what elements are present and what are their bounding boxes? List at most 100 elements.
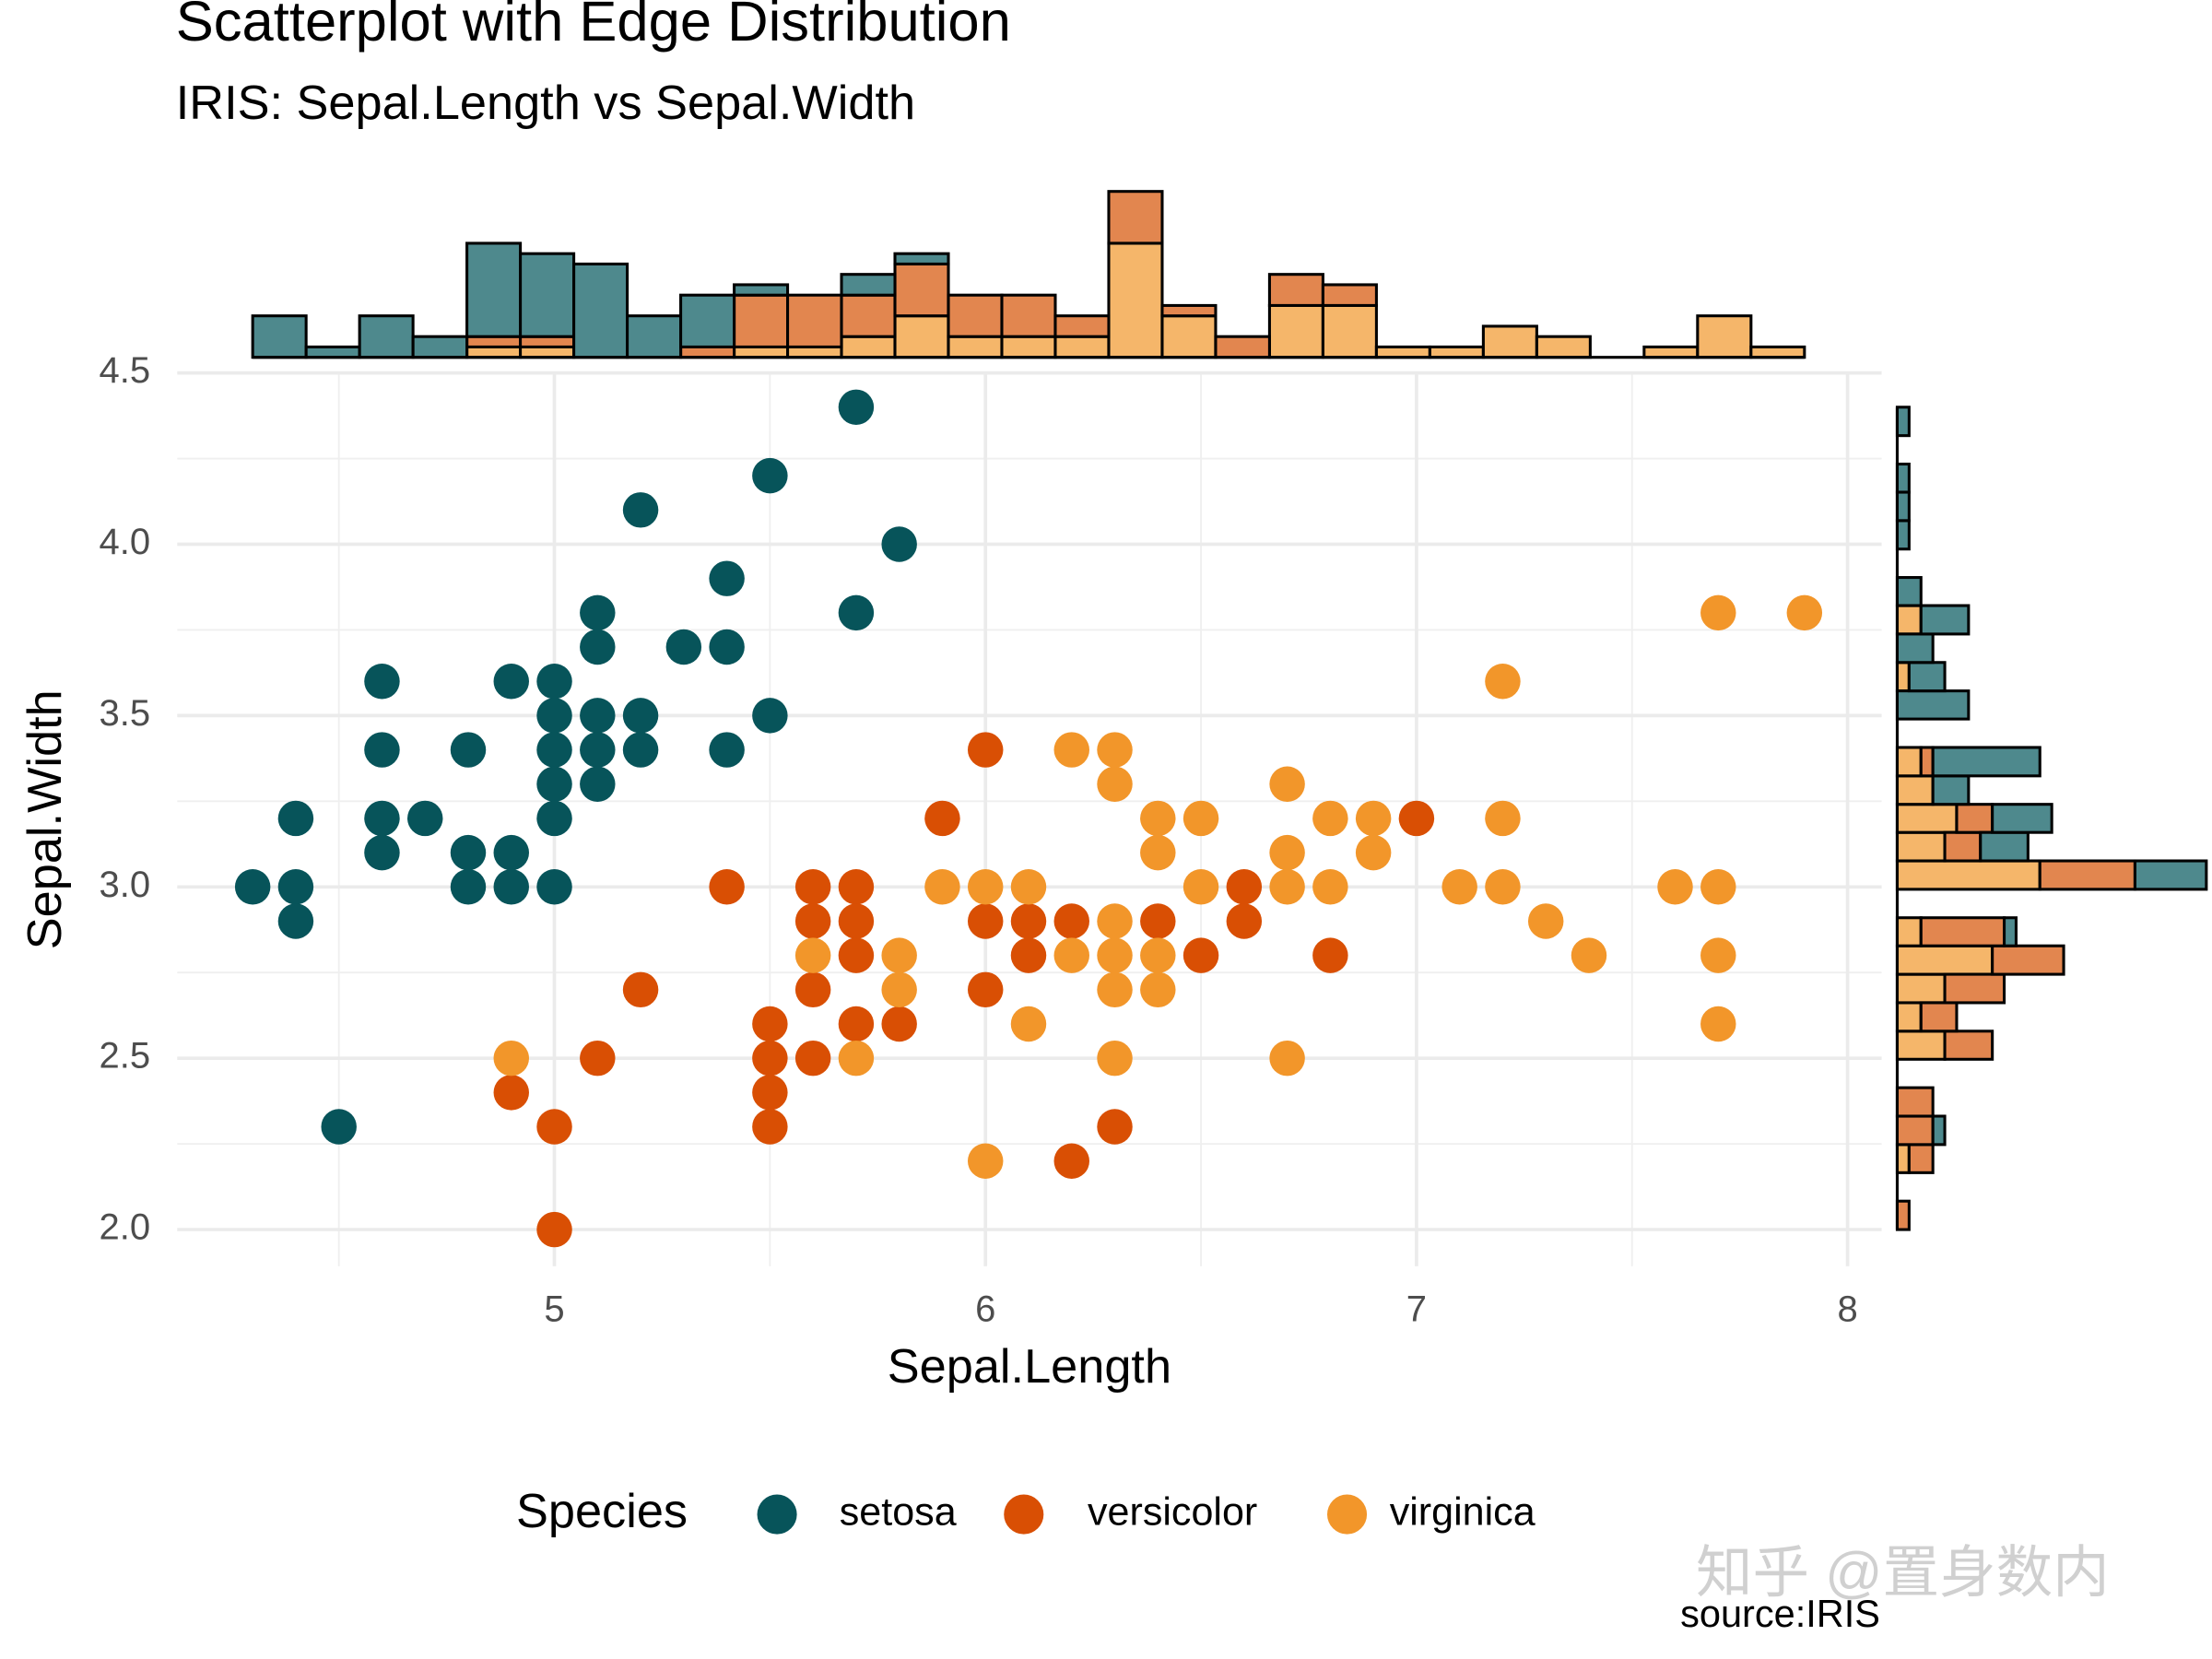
point	[838, 869, 875, 905]
point	[1140, 937, 1176, 973]
point	[967, 971, 1004, 1008]
histogram-bar	[1895, 944, 1994, 976]
point	[1312, 869, 1348, 905]
histogram-bar	[1895, 661, 1911, 693]
histogram-bar	[1267, 273, 1324, 307]
point	[709, 732, 745, 768]
histogram-bar	[626, 314, 683, 359]
histogram-bar	[893, 252, 950, 265]
legend-title: Species	[516, 1485, 688, 1538]
point	[838, 903, 875, 939]
histogram-bar	[1919, 604, 1971, 636]
histogram-bar	[1895, 1143, 1911, 1174]
histogram	[251, 190, 1806, 359]
point	[536, 698, 572, 734]
histogram-bar	[1895, 576, 1923, 607]
histogram-bar	[1160, 303, 1218, 318]
point	[665, 629, 702, 665]
point	[406, 800, 443, 837]
point	[881, 937, 917, 973]
point	[493, 663, 529, 700]
histogram-bar	[1428, 345, 1485, 359]
point	[1097, 766, 1133, 802]
histogram-bar	[411, 335, 469, 359]
point	[321, 1109, 357, 1145]
point	[536, 1109, 572, 1145]
histogram-bar	[1931, 774, 1971, 806]
point	[1053, 903, 1089, 939]
histogram-bar	[1107, 241, 1164, 359]
point	[580, 629, 616, 665]
point	[536, 1211, 572, 1248]
caption: source:IRIS	[1680, 1592, 1880, 1635]
histogram-bar	[733, 293, 790, 348]
point	[881, 526, 917, 562]
histogram-bar	[893, 262, 950, 318]
histogram-bar	[1321, 303, 1378, 359]
point	[1140, 834, 1176, 871]
point	[1657, 869, 1693, 905]
y-tick-label: 2.0	[99, 1207, 150, 1248]
point	[364, 834, 400, 871]
histogram-bar	[519, 252, 576, 338]
point	[1398, 800, 1435, 837]
histogram-bar	[1895, 1114, 1935, 1147]
histogram-bar	[1895, 689, 1971, 721]
histogram-bar	[1053, 314, 1111, 338]
point	[924, 800, 960, 837]
point	[277, 800, 314, 837]
point	[1485, 663, 1521, 700]
histogram-bar	[1943, 972, 2006, 1005]
point	[536, 732, 572, 768]
point	[1140, 971, 1176, 1008]
point	[794, 1040, 831, 1077]
point	[1355, 834, 1392, 871]
point	[967, 1143, 1004, 1179]
point	[1097, 903, 1133, 939]
grid	[177, 371, 1882, 1266]
histogram-bar	[1749, 345, 1806, 359]
histogram-bar	[1991, 944, 2065, 976]
histogram-bar	[1642, 345, 1700, 359]
histogram-bar	[947, 293, 1004, 338]
point	[752, 1075, 788, 1111]
point	[838, 594, 875, 631]
histogram-bar	[572, 262, 629, 359]
histogram-bar	[2003, 916, 2018, 947]
histogram	[1895, 406, 2208, 1231]
point	[580, 594, 616, 631]
point	[1097, 732, 1133, 768]
point	[967, 869, 1004, 905]
point	[493, 834, 529, 871]
point	[1441, 869, 1477, 905]
histogram-bar	[2038, 859, 2136, 891]
histogram-bar	[1943, 1030, 1994, 1061]
histogram-bar	[840, 273, 897, 297]
chart-title: Scatterplot with Edge Distribution	[176, 0, 1011, 53]
histogram-bar	[679, 345, 736, 359]
point	[838, 1006, 875, 1042]
point	[580, 766, 616, 802]
histogram-bar	[1919, 1001, 1959, 1033]
histogram-bar	[1907, 1143, 1935, 1174]
points	[234, 389, 1823, 1248]
point	[364, 800, 400, 837]
histogram-bar	[1931, 1114, 1947, 1147]
histogram-bar	[1895, 774, 1935, 806]
point	[794, 869, 831, 905]
x-tick-label: 7	[1406, 1289, 1427, 1330]
histogram-bar	[840, 335, 897, 359]
legend-label: virginica	[1390, 1489, 1535, 1534]
histogram-bar	[1160, 314, 1218, 359]
point	[1485, 869, 1521, 905]
point	[1097, 937, 1133, 973]
point	[493, 1075, 529, 1111]
histogram-bar	[519, 335, 576, 348]
histogram-bar	[1979, 830, 2030, 863]
watermark: 知乎 @置身数内	[1696, 1541, 2110, 1605]
point	[580, 732, 616, 768]
legend-label: versicolor	[1088, 1489, 1257, 1534]
histogram-bar	[1895, 519, 1911, 551]
